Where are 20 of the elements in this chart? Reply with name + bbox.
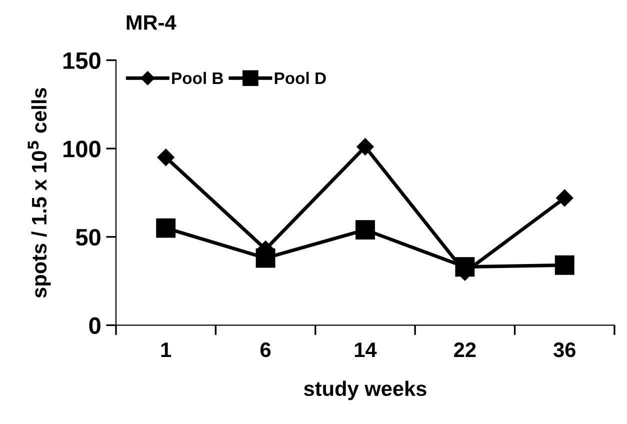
point — [156, 218, 176, 238]
chart-title: MR-4 — [126, 15, 176, 30]
y-tick-label: 150 — [64, 52, 100, 69]
x-axis-title: study weeks — [304, 380, 426, 400]
x-tick-label: 1 — [161, 342, 172, 357]
y-tick-label: 100 — [64, 140, 100, 158]
point — [356, 220, 375, 240]
x-tick-label: 14 — [354, 342, 377, 357]
y-tick-label: 0 — [89, 317, 100, 334]
legend-label: Pool D — [274, 72, 326, 84]
x-tick-label: 36 — [554, 342, 576, 358]
x-tick-label: 6 — [260, 342, 271, 358]
point — [157, 148, 174, 166]
point — [356, 138, 374, 156]
y-tick-label: 50 — [76, 228, 100, 246]
point — [554, 255, 574, 275]
legend-label: Pool B — [172, 72, 224, 84]
x-tick-label: 22 — [454, 342, 476, 357]
y-axis-title: spots / 1.5 x 10$^{5}$ cells — [28, 88, 51, 298]
point — [556, 189, 574, 207]
